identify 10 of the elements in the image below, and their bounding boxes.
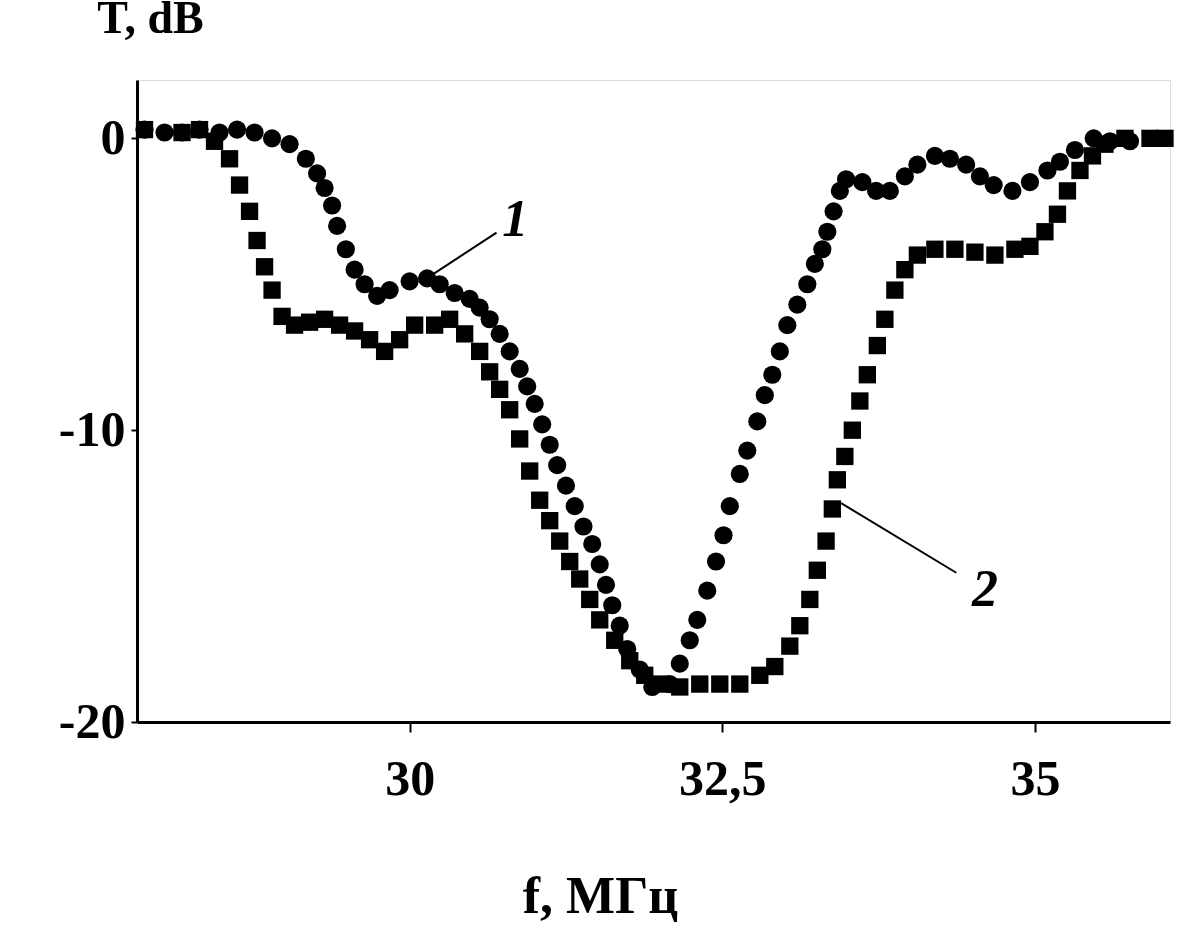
x-tick-label: 30 (385, 749, 436, 806)
y-tick-label: -20 (58, 692, 126, 749)
annotation: 1 (502, 190, 529, 248)
y-tick-label: 0 (100, 108, 126, 165)
annotation: 2 (971, 560, 999, 618)
y-axis-title: T, dB (97, 0, 204, 43)
x-tick-label: 32,5 (679, 749, 767, 806)
x-axis-title: f, МГц (522, 866, 679, 924)
x-tick-label: 35 (1010, 749, 1061, 806)
y-tick-label: -10 (58, 400, 126, 457)
